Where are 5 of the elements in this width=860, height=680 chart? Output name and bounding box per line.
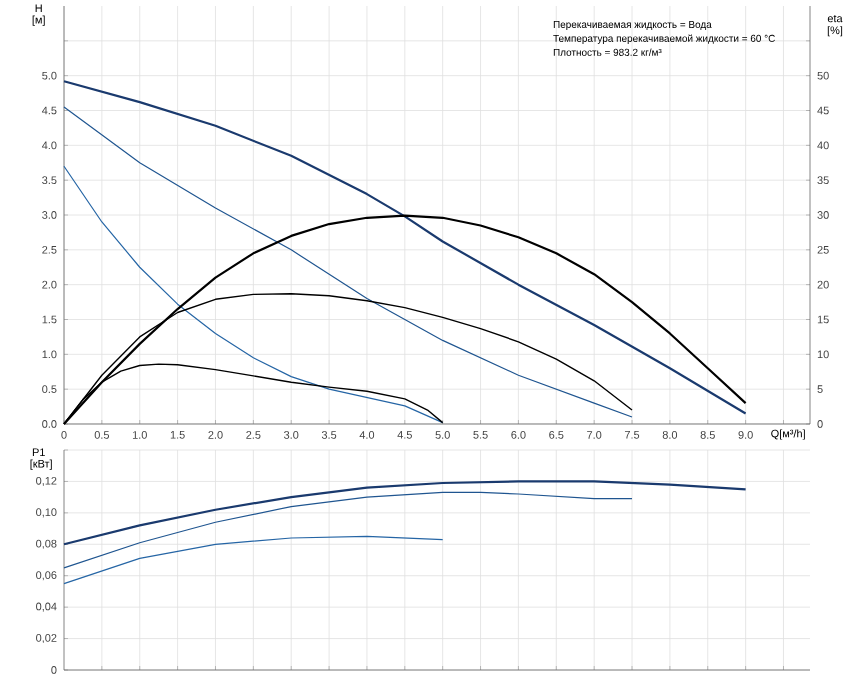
line-series <box>63 535 444 585</box>
line-series <box>62 80 747 415</box>
line-series <box>63 106 633 418</box>
line-series <box>63 491 633 569</box>
line-series <box>62 480 747 546</box>
